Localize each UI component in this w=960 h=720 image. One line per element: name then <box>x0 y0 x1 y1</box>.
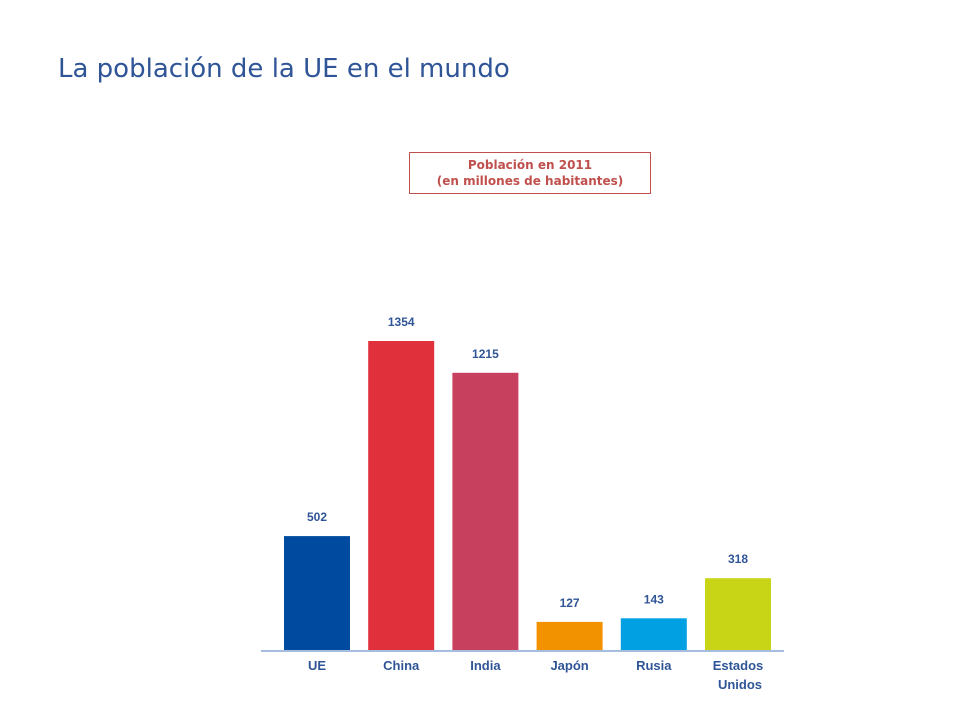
chart-legend-box: Población en 2011 (en millones de habita… <box>409 152 651 194</box>
category-label-line: Estados <box>713 658 764 673</box>
bar-ue <box>284 536 350 651</box>
category-label-line: India <box>470 658 501 673</box>
legend-title: Población en 2011 <box>467 158 593 172</box>
bar-estados-unidos <box>705 578 771 651</box>
bar-value-india: 1215 <box>472 347 499 361</box>
value-labels-group: 502 1354 1215 127 143 318 <box>307 315 748 610</box>
category-label-estados-unidos: Estados Unidos <box>713 658 764 692</box>
category-label-line: China <box>383 658 420 673</box>
category-label-india: India <box>470 658 501 673</box>
bar-value-china: 1354 <box>388 315 415 329</box>
category-label-ue: UE <box>308 658 326 673</box>
bar-rusia <box>620 618 687 651</box>
bar-china <box>368 341 435 651</box>
bar-value-rusia: 143 <box>644 592 664 606</box>
bar-japon <box>536 621 603 651</box>
category-labels-group: UE China India Japón Rusia Estados Unidos <box>308 658 763 692</box>
category-label-rusia: Rusia <box>636 658 672 673</box>
category-label-line: Rusia <box>636 658 672 673</box>
category-label-line: UE <box>308 658 326 673</box>
category-label-japon: Japón <box>550 658 588 673</box>
bar-value-ue: 502 <box>307 510 327 524</box>
bars-group <box>284 341 771 651</box>
category-label-line: Unidos <box>718 677 762 692</box>
legend-units: (en millones de habitantes) <box>436 174 624 188</box>
page-title: La población de la UE en el mundo <box>58 54 510 84</box>
bar-value-japon: 127 <box>560 596 580 610</box>
category-label-line: Japón <box>550 658 588 673</box>
bar-value-estados-unidos: 318 <box>728 552 748 566</box>
category-label-china: China <box>383 658 420 673</box>
bar-india <box>452 372 519 651</box>
